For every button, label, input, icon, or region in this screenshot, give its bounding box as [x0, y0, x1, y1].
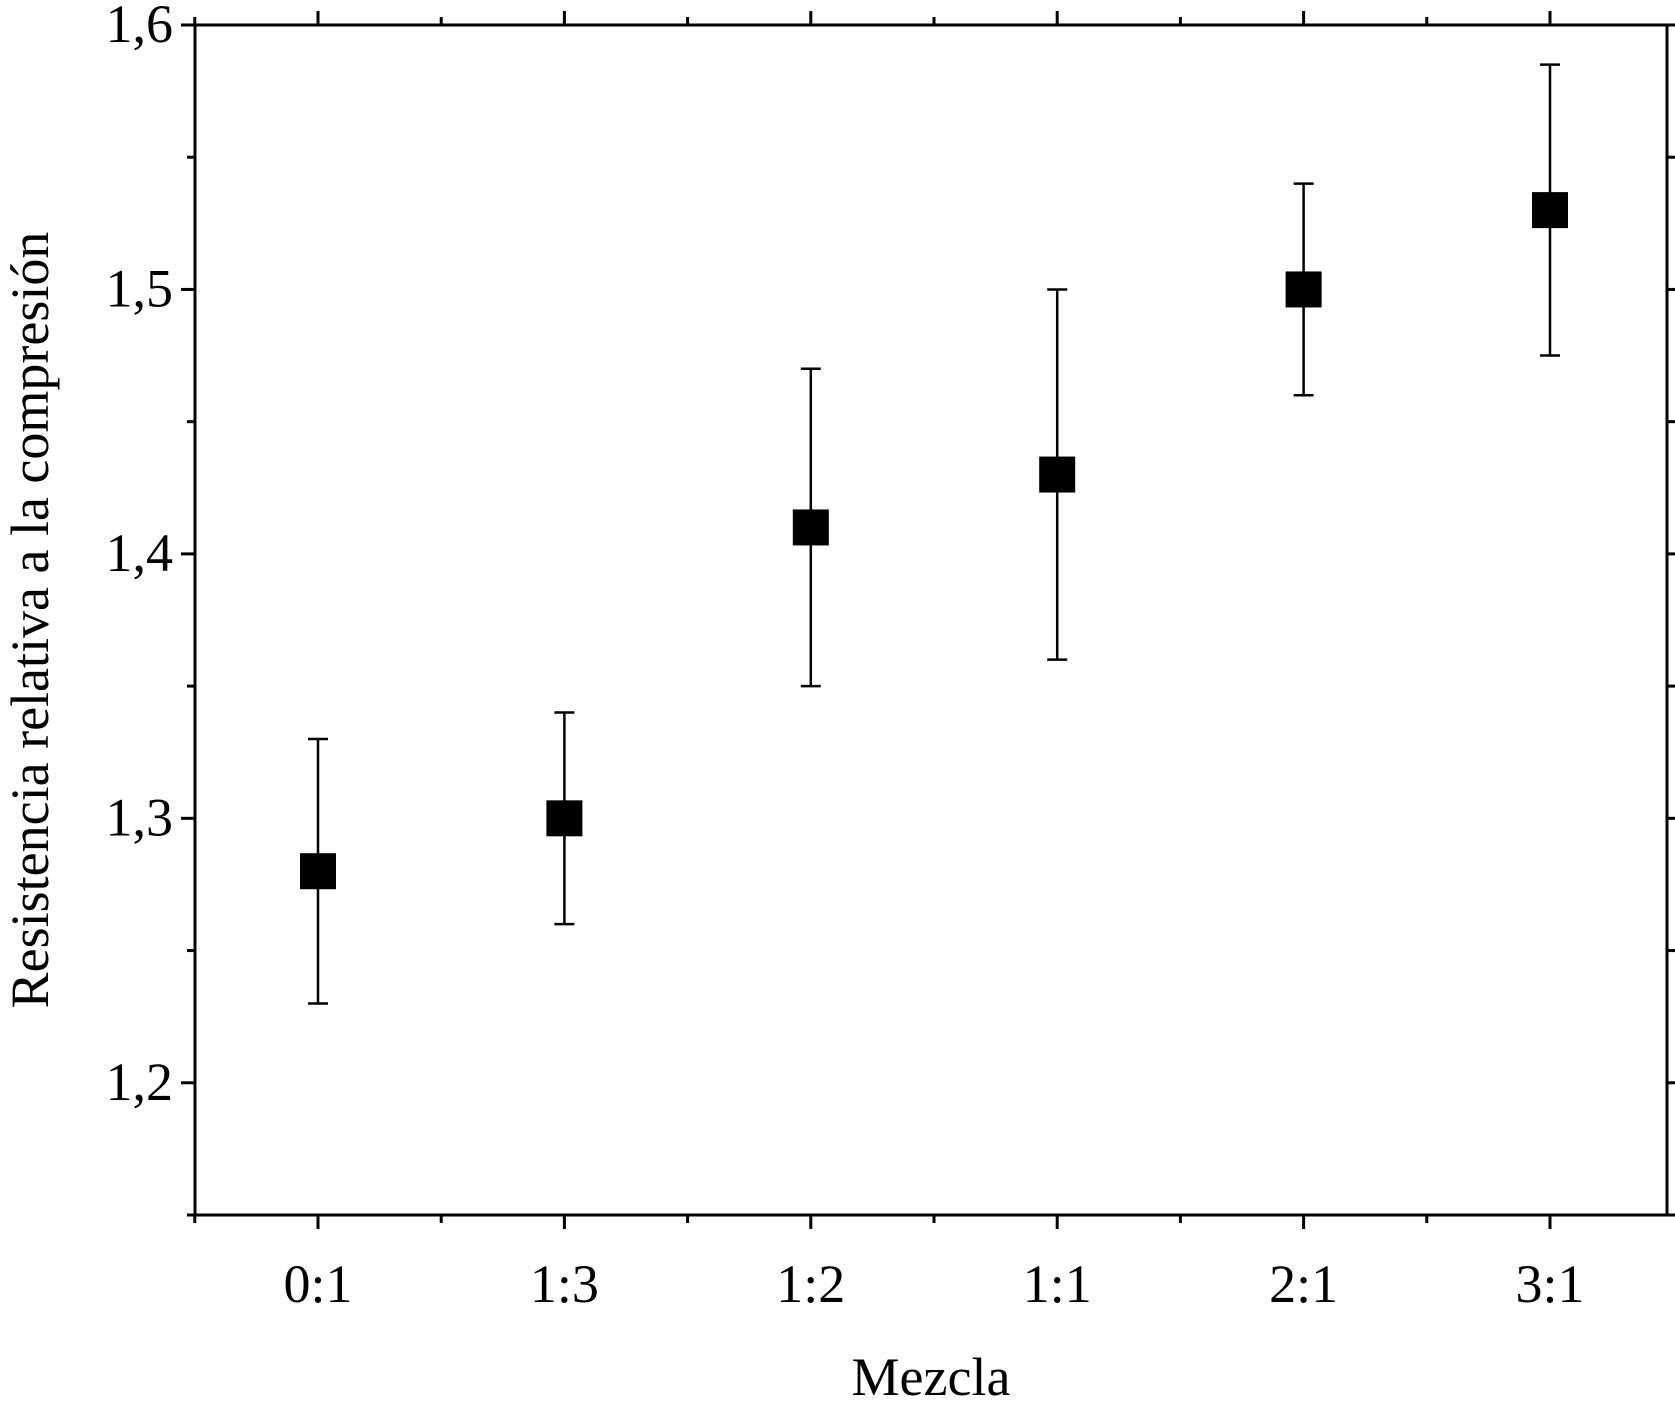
data-point	[546, 800, 583, 837]
x-tick-label: 2:1	[1269, 1254, 1338, 1314]
y-tick-label: 1,5	[106, 258, 174, 318]
data-point	[1039, 456, 1076, 493]
y-tick-label: 1,6	[106, 0, 174, 54]
ticks-group	[181, 11, 1675, 1229]
y-tick-label: 1,4	[106, 523, 174, 583]
data-point	[300, 853, 336, 890]
x-tick-label: 1:2	[776, 1254, 845, 1314]
x-tick-label: 1:3	[530, 1254, 599, 1314]
x-tick-label: 1:1	[1023, 1254, 1092, 1314]
plot-frame	[193, 23, 1669, 1217]
x-axis-title: Mezcla	[852, 1347, 1011, 1406]
error-bars-group	[308, 63, 1560, 1005]
tick-labels-group: 1,2 1,3 1,4 1,5 1,6 0:1 1:3 1:2 1:1 2:1 3:1	[106, 0, 1585, 1314]
x-tick-label: 3:1	[1515, 1254, 1584, 1314]
y-axis-title: Resistencia relativa a la compresión	[0, 232, 60, 1009]
y-tick-label: 1,2	[106, 1052, 174, 1112]
axes-group	[193, 23, 1669, 1217]
data-point	[1285, 271, 1322, 308]
markers-group	[300, 192, 1568, 890]
data-point	[1532, 192, 1568, 229]
x-tick-label: 0:1	[283, 1254, 352, 1314]
data-point	[792, 509, 829, 546]
y-tick-label: 1,3	[106, 787, 174, 847]
